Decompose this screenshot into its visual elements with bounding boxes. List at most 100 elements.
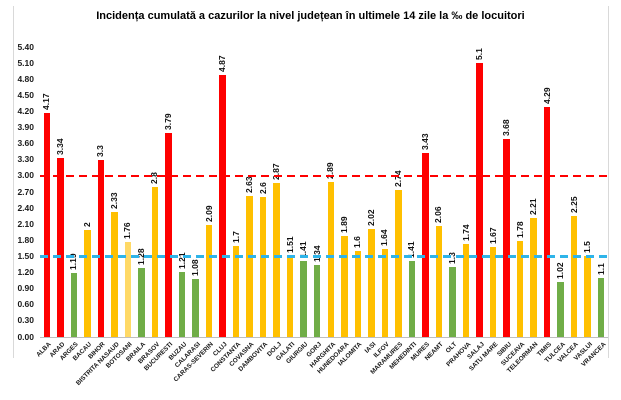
bar-bistrita-nasaud	[111, 211, 118, 337]
bar-vrancea	[597, 277, 605, 337]
bar-value-label: 2.63	[244, 176, 255, 193]
y-tick-label: 2.70	[17, 186, 34, 197]
y-tick-label: 3.60	[17, 138, 34, 149]
bar-value-label: 2.87	[271, 163, 282, 180]
bar-timis	[543, 106, 551, 337]
bar-dolj	[273, 182, 280, 337]
bar-bacau	[84, 229, 91, 337]
bar-gorj	[313, 265, 321, 337]
bar-value-label: 2.02	[365, 208, 376, 226]
bar-value-label: 2.6	[257, 182, 268, 195]
bar-arges	[70, 273, 78, 337]
bar-value-label: 1.08	[190, 259, 201, 276]
bar-value-label: 3.68	[501, 119, 512, 137]
bar-harghita	[327, 181, 334, 337]
bar-value-label: 2.09	[203, 205, 214, 222]
y-tick-label: 3.00	[17, 170, 34, 181]
bar-constanta	[232, 245, 240, 337]
bar-caras-severin	[205, 224, 213, 337]
bar-braila	[138, 268, 145, 337]
y-tick-label: 1.80	[17, 234, 34, 245]
bar-teleorman	[530, 218, 537, 337]
bar-value-label: 2.06	[433, 206, 444, 224]
y-tick-label: 1.50	[17, 250, 34, 261]
y-tick-label: 2.40	[17, 202, 34, 213]
chart-border-right	[608, 6, 609, 358]
bar-buzau	[178, 272, 186, 337]
bar-value-label: 2.8	[149, 171, 160, 184]
bar-value-label: 2	[81, 221, 92, 227]
y-tick-label: 1.20	[17, 267, 34, 278]
bar-value-label: 4.17	[41, 93, 52, 111]
bar-value-label: 1.5	[582, 241, 593, 254]
bar-value-label: 1.76	[122, 222, 133, 240]
bar-value-label: 1.3	[446, 252, 457, 265]
bar-suceava	[516, 241, 524, 337]
x-axis-line	[40, 337, 608, 338]
bar-calarasi	[192, 279, 199, 337]
bar-value-label: 3.3	[95, 144, 106, 157]
y-tick-label: 0.30	[17, 315, 34, 326]
bar-value-label: 1.89	[338, 215, 349, 233]
y-tick-label: 4.80	[17, 73, 34, 84]
bar-value-label: 1.64	[379, 229, 390, 246]
bar-cluj	[219, 75, 226, 337]
bar-value-label: 2.25	[568, 196, 579, 214]
bar-value-label: 3.34	[54, 138, 65, 155]
bar-covasna	[246, 195, 253, 337]
bar-hunedoara	[341, 235, 348, 337]
bar-ialomita	[354, 251, 362, 337]
bar-value-label: 2.21	[528, 198, 539, 216]
y-tick-label: 0.90	[17, 283, 34, 294]
bar-salaj	[476, 63, 483, 337]
y-tick-label: 3.30	[17, 154, 34, 165]
y-tick-label: 3.90	[17, 122, 34, 133]
bar-value-label: 4.87	[217, 55, 228, 73]
bar-value-label: 4.29	[541, 87, 552, 104]
bar-satu-mare	[489, 247, 497, 337]
bar-neamt	[435, 226, 443, 337]
bar-olt	[449, 267, 456, 337]
chart-border-left	[13, 6, 14, 358]
bar-iasi	[368, 228, 375, 337]
blue-threshold-line	[40, 255, 612, 258]
y-tick-label: 5.10	[17, 57, 34, 68]
bar-botosani	[124, 242, 132, 337]
bar-prahova	[462, 243, 470, 337]
bar-value-label: 1.1	[595, 263, 606, 275]
bar-mehedinti	[408, 261, 416, 337]
bar-value-label: 1.74	[460, 224, 471, 241]
bar-value-label: 5.1	[474, 48, 485, 61]
bar-valcea	[570, 216, 578, 337]
bar-value-label: 3.79	[162, 113, 173, 131]
chart-title: Incidența cumulată a cazurilor la nivel …	[96, 10, 525, 22]
bar-ilfov	[381, 248, 389, 337]
bar-vaslui	[584, 256, 591, 337]
y-tick-label: 0.60	[17, 299, 34, 310]
bar-value-label: 1.02	[555, 262, 566, 280]
bar-value-label: 3.43	[419, 133, 430, 150]
bar-dambovita	[259, 197, 267, 337]
bar-tulcea	[557, 282, 564, 337]
bar-value-label: 1.7	[230, 230, 241, 243]
bar-bucuresti	[165, 133, 172, 337]
y-tick-label: 5.40	[17, 41, 34, 52]
bar-maramures	[395, 189, 402, 337]
bar-galati	[286, 255, 294, 337]
bar-value-label: 2.74	[392, 170, 403, 187]
bar-value-label: 1.67	[487, 227, 498, 245]
bar-value-label: 1.6	[352, 236, 363, 249]
bar-giurgiu	[300, 261, 307, 337]
bar-sibiu	[503, 139, 510, 337]
bar-mures	[422, 152, 429, 337]
bar-arad	[57, 157, 64, 337]
bar-alba	[43, 113, 50, 337]
bar-bihor	[97, 159, 105, 337]
bar-brasov	[151, 186, 159, 337]
bar-value-label: 1.78	[514, 221, 525, 239]
y-tick-label: 2.10	[17, 218, 34, 229]
y-tick-label: 4.20	[17, 105, 34, 116]
red-threshold-line	[40, 174, 612, 178]
y-tick-label: 4.50	[17, 89, 34, 100]
